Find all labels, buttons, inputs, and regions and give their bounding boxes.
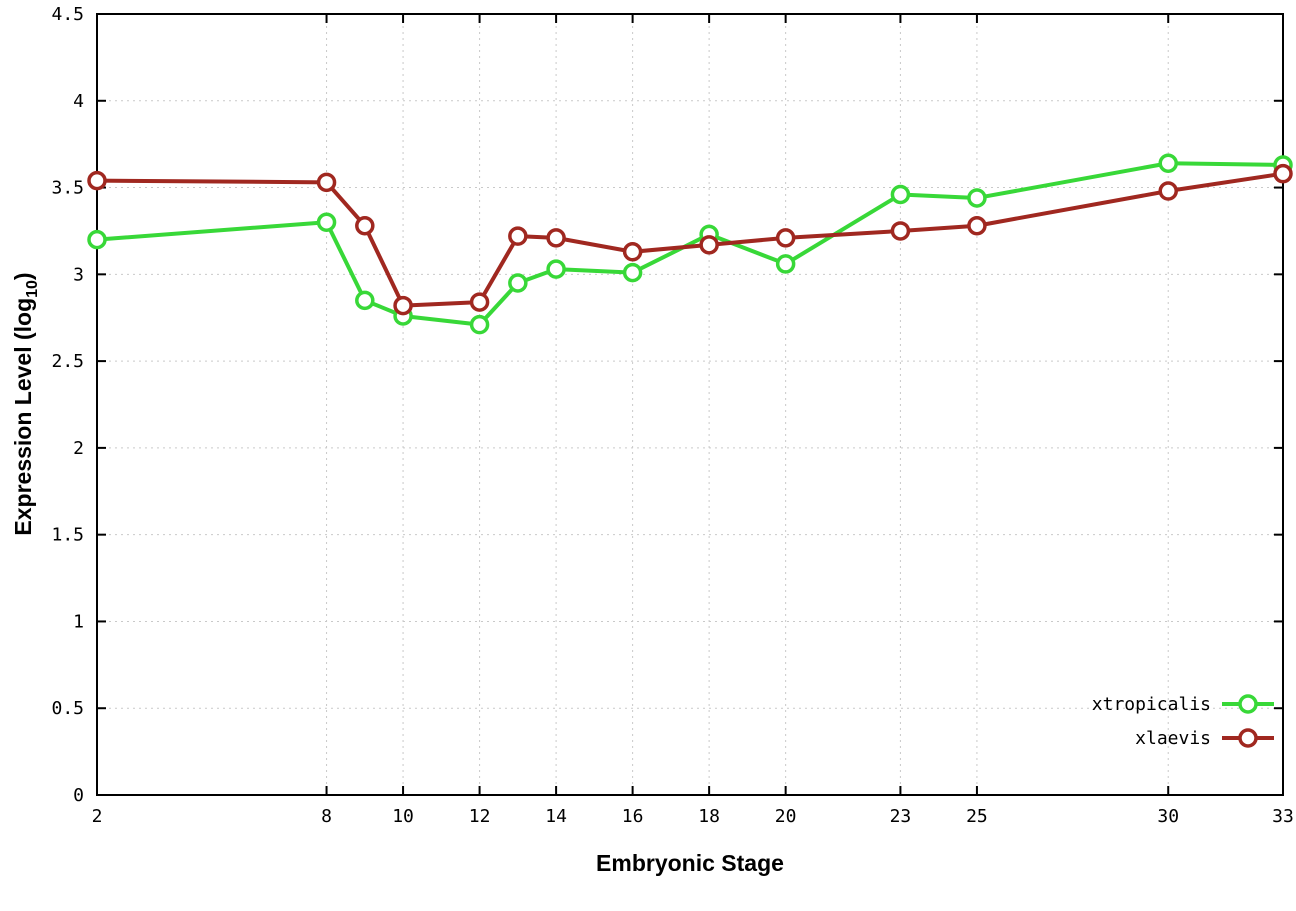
legend: xtropicalis xlaevis [1092,694,1274,749]
legend-label: xlaevis [1135,728,1211,749]
data-point-marker [622,262,643,283]
axis-ticks [96,13,1284,796]
data-point-marker [469,292,490,312]
data-point-marker [967,188,987,208]
gridlines [96,13,1284,796]
data-point-marker [316,172,337,193]
data-point-marker [87,229,107,250]
data-point-marker [699,235,719,255]
legend-label: xtropicalis [1092,694,1211,715]
series-xlaevis [87,163,1293,316]
x-tick-label: 30 [1157,806,1179,827]
data-point-marker [87,170,107,191]
x-tick-label: 14 [545,806,567,827]
x-tick-label: 25 [966,806,988,827]
y-tick-labels: 0 0.5 1 1.5 2 2.5 3 3.5 4 4.5 [51,4,84,806]
y-tick-label: 0.5 [51,698,84,719]
data-point-marker [890,221,911,241]
y-tick-label: 3.5 [51,178,84,199]
x-tick-label: 33 [1272,806,1294,827]
y-axis-title: Expression Level (log10) [10,272,42,535]
data-point-marker [508,226,528,246]
x-tick-label: 16 [622,806,644,827]
y-tick-label: 0 [73,785,84,806]
data-point-marker [355,215,375,236]
data-point-marker [393,295,413,316]
y-tick-label: 4 [73,91,84,112]
data-point-marker [1158,181,1178,201]
y-tick-label: 3 [73,264,84,285]
x-tick-label: 8 [321,806,332,827]
x-tick-label: 12 [469,806,491,827]
x-tick-labels: 2 8 10 12 14 16 18 20 23 25 30 33 [92,806,1294,827]
x-tick-label: 23 [890,806,912,827]
data-point-marker [469,314,490,335]
legend-marker [1238,694,1258,714]
x-tick-label: 2 [92,806,103,827]
data-point-marker [622,242,643,262]
data-point-marker [775,254,796,274]
y-tick-label: 4.5 [51,4,84,25]
y-tick-label: 1.5 [51,525,84,546]
y-axis-title-suffix: ) [10,272,37,281]
x-tick-label: 18 [698,806,720,827]
x-axis-title: Embryonic Stage [596,850,784,876]
data-point-marker [355,290,375,311]
series-line [95,171,1285,308]
data-point-marker [967,215,987,236]
y-axis-title-text: Expression Level (log [10,297,37,536]
legend-marker [1238,728,1258,748]
data-point-marker [546,228,566,248]
data-point-marker [775,228,796,248]
data-point-marker [508,273,528,293]
data-point-marker [890,184,911,205]
y-tick-label: 2 [73,438,84,459]
plot-border [96,13,1284,796]
y-tick-label: 2.5 [51,351,84,372]
y-axis-title-subscript: 10 [23,280,41,298]
data-point-marker [1158,153,1178,174]
data-point-marker [546,259,566,279]
x-tick-label: 20 [775,806,797,827]
x-tick-label: 10 [392,806,414,827]
data-point-marker [316,212,337,233]
y-tick-label: 1 [73,611,84,632]
data-point-marker [1273,163,1293,184]
